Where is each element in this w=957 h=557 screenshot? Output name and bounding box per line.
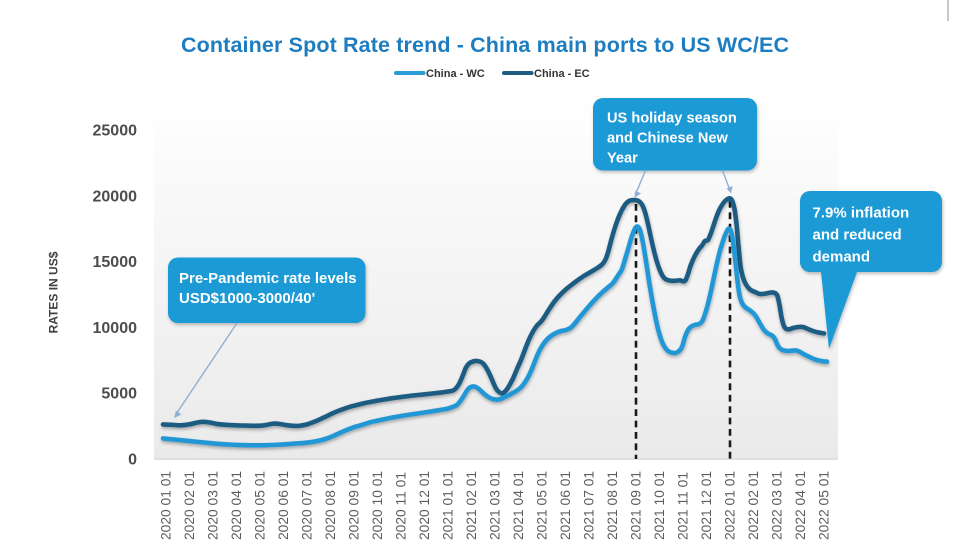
svg-text:2022 03 01: 2022 03 01 xyxy=(770,471,785,540)
svg-text:2022 05 01: 2022 05 01 xyxy=(817,471,832,540)
svg-text:and reduced: and reduced xyxy=(813,227,902,244)
svg-text:2021 12 01: 2021 12 01 xyxy=(699,471,714,540)
svg-text:2020 01 01: 2020 01 01 xyxy=(159,471,174,540)
svg-text:5000: 5000 xyxy=(101,386,137,403)
svg-text:US holiday season: US holiday season xyxy=(607,111,737,127)
svg-text:7.9% inflation: 7.9% inflation xyxy=(813,205,910,222)
svg-text:2020 03 01: 2020 03 01 xyxy=(206,471,221,540)
svg-text:2021 02 01: 2021 02 01 xyxy=(464,471,479,540)
svg-text:2021 03 01: 2021 03 01 xyxy=(488,471,503,540)
svg-text:USD$1000-3000/40': USD$1000-3000/40' xyxy=(179,290,315,307)
svg-text:China - WC: China - WC xyxy=(426,68,485,80)
svg-text:Container Spot Rate trend - Ch: Container Spot Rate trend - China main p… xyxy=(181,33,789,57)
svg-text:2021 09 01: 2021 09 01 xyxy=(629,471,644,540)
svg-text:2020 08 01: 2020 08 01 xyxy=(323,471,338,540)
svg-text:25000: 25000 xyxy=(93,123,138,140)
svg-text:2021 01 01: 2021 01 01 xyxy=(441,471,456,540)
svg-text:2022 02 01: 2022 02 01 xyxy=(746,471,761,540)
svg-text:RATES IN US$: RATES IN US$ xyxy=(47,251,61,333)
svg-text:10000: 10000 xyxy=(93,320,138,337)
svg-text:2022 04 01: 2022 04 01 xyxy=(793,471,808,540)
svg-text:2020 12 01: 2020 12 01 xyxy=(417,471,432,540)
svg-text:Pre-Pandemic rate levels: Pre-Pandemic rate levels xyxy=(179,270,357,287)
svg-text:2020 09 01: 2020 09 01 xyxy=(347,471,362,540)
svg-text:2021 11 01: 2021 11 01 xyxy=(676,472,691,540)
svg-text:2021 10 01: 2021 10 01 xyxy=(652,471,667,540)
svg-text:2020 10 01: 2020 10 01 xyxy=(370,471,385,540)
svg-text:and Chinese New: and Chinese New xyxy=(607,131,728,147)
svg-text:demand: demand xyxy=(813,249,871,266)
svg-text:2021 05 01: 2021 05 01 xyxy=(535,471,550,540)
svg-text:2022 01 01: 2022 01 01 xyxy=(723,471,738,540)
svg-text:2020 02 01: 2020 02 01 xyxy=(182,471,197,540)
svg-text:2020 05 01: 2020 05 01 xyxy=(253,471,268,540)
svg-text:Year: Year xyxy=(607,151,638,167)
svg-text:2020 04 01: 2020 04 01 xyxy=(229,471,244,540)
svg-text:0: 0 xyxy=(128,452,137,469)
svg-text:2020 07 01: 2020 07 01 xyxy=(300,471,315,540)
svg-text:2021 07 01: 2021 07 01 xyxy=(582,471,597,540)
svg-text:2021 04 01: 2021 04 01 xyxy=(511,471,526,540)
svg-text:15000: 15000 xyxy=(93,254,138,271)
svg-text:2020 06 01: 2020 06 01 xyxy=(276,471,291,540)
svg-text:2020 11 01: 2020 11 01 xyxy=(394,472,409,540)
svg-text:China - EC: China - EC xyxy=(534,68,590,80)
svg-text:20000: 20000 xyxy=(93,188,138,205)
svg-text:2021 08 01: 2021 08 01 xyxy=(605,471,620,540)
svg-text:2021 06 01: 2021 06 01 xyxy=(558,471,573,540)
